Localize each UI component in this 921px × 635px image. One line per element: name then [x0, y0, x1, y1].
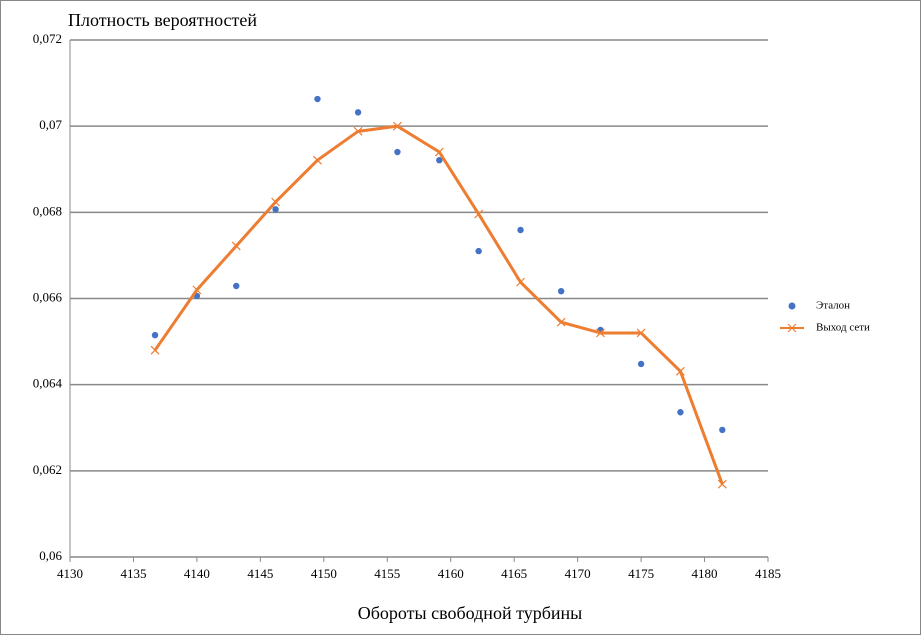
x-tick-label: 4135: [120, 566, 146, 581]
scatter-point: [719, 426, 726, 434]
y-tick-label: 0,068: [33, 203, 62, 218]
y-tick-label: 0,064: [33, 376, 63, 391]
line-marker: [676, 366, 685, 376]
line-marker: [192, 285, 202, 295]
line-marker: [313, 155, 322, 165]
line-marker: [516, 277, 525, 287]
x-tick-label: 4140: [184, 566, 210, 581]
x-tick-label: 4165: [501, 566, 527, 581]
line-marker: [231, 241, 241, 251]
line-marker: [556, 317, 566, 327]
scatter-point: [314, 95, 321, 103]
scatter-point: [394, 148, 401, 156]
x-tick-label: 4185: [755, 566, 781, 581]
y-tick-label: 0,07: [39, 117, 62, 132]
line-marker: [596, 328, 605, 338]
y-tick-label: 0,062: [33, 462, 62, 477]
chart-title: Плотность вероятностей: [68, 10, 257, 30]
legend-label: Эталон: [816, 300, 850, 312]
x-tick-label: 4175: [628, 566, 654, 581]
scatter-point: [557, 287, 565, 295]
x-tick-label: 4150: [311, 566, 337, 581]
x-tick-label: 4170: [565, 566, 591, 581]
scatter-point: [272, 206, 279, 213]
scatter-point: [475, 247, 482, 255]
x-tick-label: 4155: [374, 566, 400, 581]
legend-symbol: [787, 323, 797, 333]
line-marker: [393, 121, 402, 131]
scatter-point: [151, 331, 159, 339]
line-marker: [353, 126, 363, 136]
x-tick-label: 4130: [57, 566, 83, 581]
legend-label: Выход сети: [816, 322, 870, 334]
legend-symbol: [788, 302, 796, 310]
y-tick-label: 0,06: [39, 548, 62, 563]
line-marker: [271, 197, 281, 207]
line-marker: [150, 345, 160, 355]
line-marker: [717, 479, 727, 489]
scatter-point: [517, 226, 524, 234]
line-marker: [434, 147, 444, 157]
scatter-point: [637, 360, 645, 368]
x-tick-label: 4180: [692, 566, 718, 581]
line-marker: [474, 209, 484, 219]
scatter-point: [354, 109, 362, 116]
x-tick-label: 4160: [438, 566, 464, 581]
scatter-point: [233, 282, 240, 290]
line-marker: [636, 328, 646, 338]
x-axis-label: Обороты свободной турбины: [358, 603, 582, 623]
scatter-point: [436, 157, 443, 164]
y-tick-label: 0,066: [33, 289, 63, 304]
y-tick-label: 0,072: [33, 31, 62, 46]
scatter-point: [677, 409, 684, 416]
x-tick-label: 4145: [247, 566, 273, 581]
